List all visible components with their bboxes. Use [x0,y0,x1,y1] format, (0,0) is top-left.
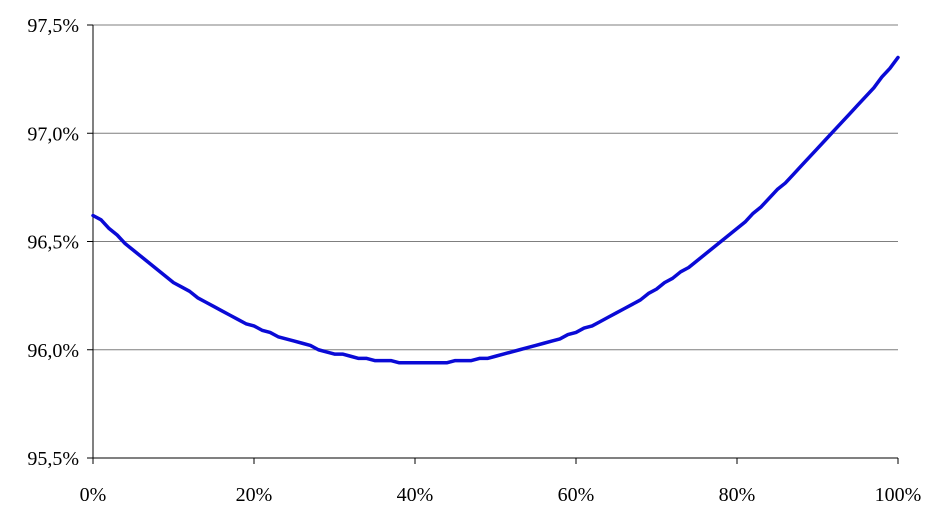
series-line-0 [91,55,900,365]
y-axis-ticks: 95,5% 96,0% 96,5% 97,0% 97,5% [27,15,93,470]
x-tick-label: 40% [397,484,434,506]
y-tick-label: 96,5% [27,232,79,254]
x-tick-label: 0% [80,484,107,506]
y-tick-label: 96,0% [27,340,79,362]
series-group [91,55,900,365]
x-tick-label: 80% [719,484,756,506]
x-tick-label: 20% [236,484,273,506]
x-axis-ticks: 0% 20% 40% 60% 80% 100% [80,458,922,506]
x-tick-label: 100% [875,484,922,506]
x-tick-label: 60% [558,484,595,506]
gridlines [93,24,898,351]
y-tick-label: 97,5% [27,15,79,37]
y-tick-label: 95,5% [27,448,79,470]
y-tick-label: 97,0% [27,123,79,145]
